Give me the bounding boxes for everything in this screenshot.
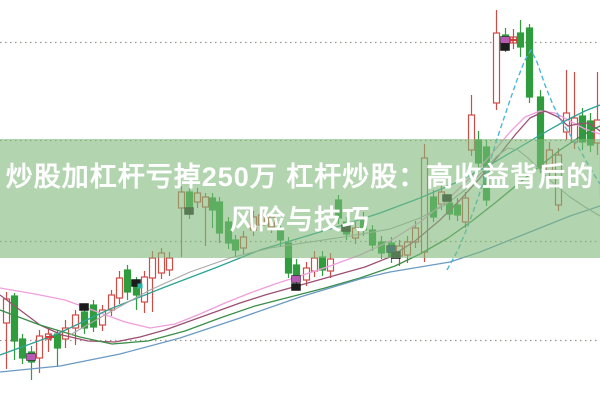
- headline-line2: 风险与技巧: [230, 204, 370, 235]
- headline-banner: 炒股加杠杆亏掉250万 杠杆炒股：高收益背后的 风险与技巧: [0, 139, 600, 258]
- headline-line1: 炒股加杠杆亏掉250万 杠杆炒股：高收益背后的: [5, 161, 595, 192]
